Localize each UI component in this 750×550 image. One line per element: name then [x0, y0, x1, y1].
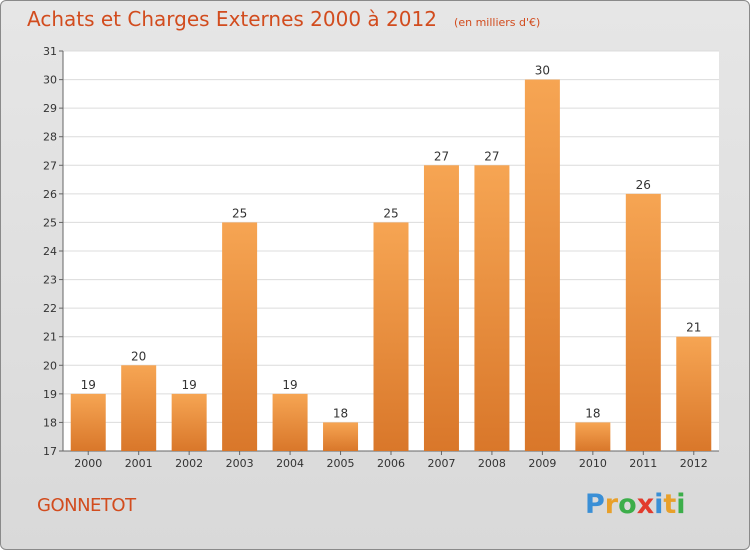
data-label: 21: [686, 321, 701, 335]
bar: [222, 222, 258, 451]
x-tick-label: 2004: [276, 457, 304, 470]
x-tick-label: 2008: [478, 457, 506, 470]
y-tick-label: 28: [43, 131, 57, 144]
x-tick-label: 2007: [427, 457, 455, 470]
brand-letter: t: [663, 489, 677, 520]
y-tick-label: 21: [43, 331, 57, 344]
data-label: 18: [333, 406, 348, 420]
y-tick-label: 29: [43, 102, 57, 115]
bar: [676, 336, 712, 451]
bar: [625, 193, 661, 451]
y-tick-label: 20: [43, 359, 57, 372]
bar: [171, 393, 207, 451]
data-label: 25: [383, 206, 398, 220]
data-label: 30: [535, 64, 550, 78]
commune-name: GONNETOT: [37, 495, 136, 516]
brand-letter: o: [618, 489, 637, 520]
bar: [70, 393, 106, 451]
data-label: 19: [81, 378, 96, 392]
chart-subtitle: (en milliers d'€): [454, 16, 541, 29]
bar: [323, 422, 359, 451]
y-tick-label: 22: [43, 302, 57, 315]
x-tick-label: 2000: [74, 457, 102, 470]
bar: [423, 165, 459, 452]
y-tick-label: 27: [43, 159, 57, 172]
x-tick-label: 2009: [528, 457, 556, 470]
x-tick-label: 2005: [327, 457, 355, 470]
y-tick-label: 23: [43, 274, 57, 287]
data-label: 25: [232, 206, 247, 220]
y-tick-label: 25: [43, 216, 57, 229]
x-tick-label: 2003: [226, 457, 254, 470]
y-tick-label: 31: [43, 45, 57, 58]
bar: [373, 222, 409, 451]
x-tick-label: 2006: [377, 457, 405, 470]
brand-logo: Proxiti: [585, 489, 686, 520]
x-tick-label: 2011: [629, 457, 657, 470]
data-label: 26: [636, 178, 651, 192]
data-label: 27: [484, 149, 499, 163]
brand-letter: i: [676, 489, 686, 520]
brand-letter: P: [585, 489, 605, 520]
chart-title-main: Achats et Charges Externes 2000 à 2012: [27, 7, 437, 31]
bar: [272, 393, 308, 451]
y-tick-label: 17: [43, 445, 57, 458]
x-tick-label: 2012: [680, 457, 708, 470]
brand-letter: r: [604, 489, 619, 520]
y-tick-label: 26: [43, 188, 57, 201]
data-label: 19: [182, 378, 197, 392]
y-tick-label: 30: [43, 74, 57, 87]
y-tick-label: 18: [43, 416, 57, 429]
data-label: 27: [434, 149, 449, 163]
data-label: 19: [282, 378, 297, 392]
x-tick-label: 2001: [125, 457, 153, 470]
brand-letter: i: [654, 489, 664, 520]
x-tick-label: 2010: [579, 457, 607, 470]
y-tick-label: 24: [43, 245, 57, 258]
bar: [474, 165, 510, 452]
bar: [121, 365, 157, 451]
data-label: 20: [131, 349, 146, 363]
data-label: 18: [585, 406, 600, 420]
y-tick-label: 19: [43, 388, 57, 401]
x-tick-label: 2002: [175, 457, 203, 470]
bar: [575, 422, 611, 451]
brand-letter: x: [636, 489, 655, 520]
bar: [524, 79, 560, 452]
chart-title: Achats et Charges Externes 2000 à 2012 (…: [27, 7, 540, 31]
